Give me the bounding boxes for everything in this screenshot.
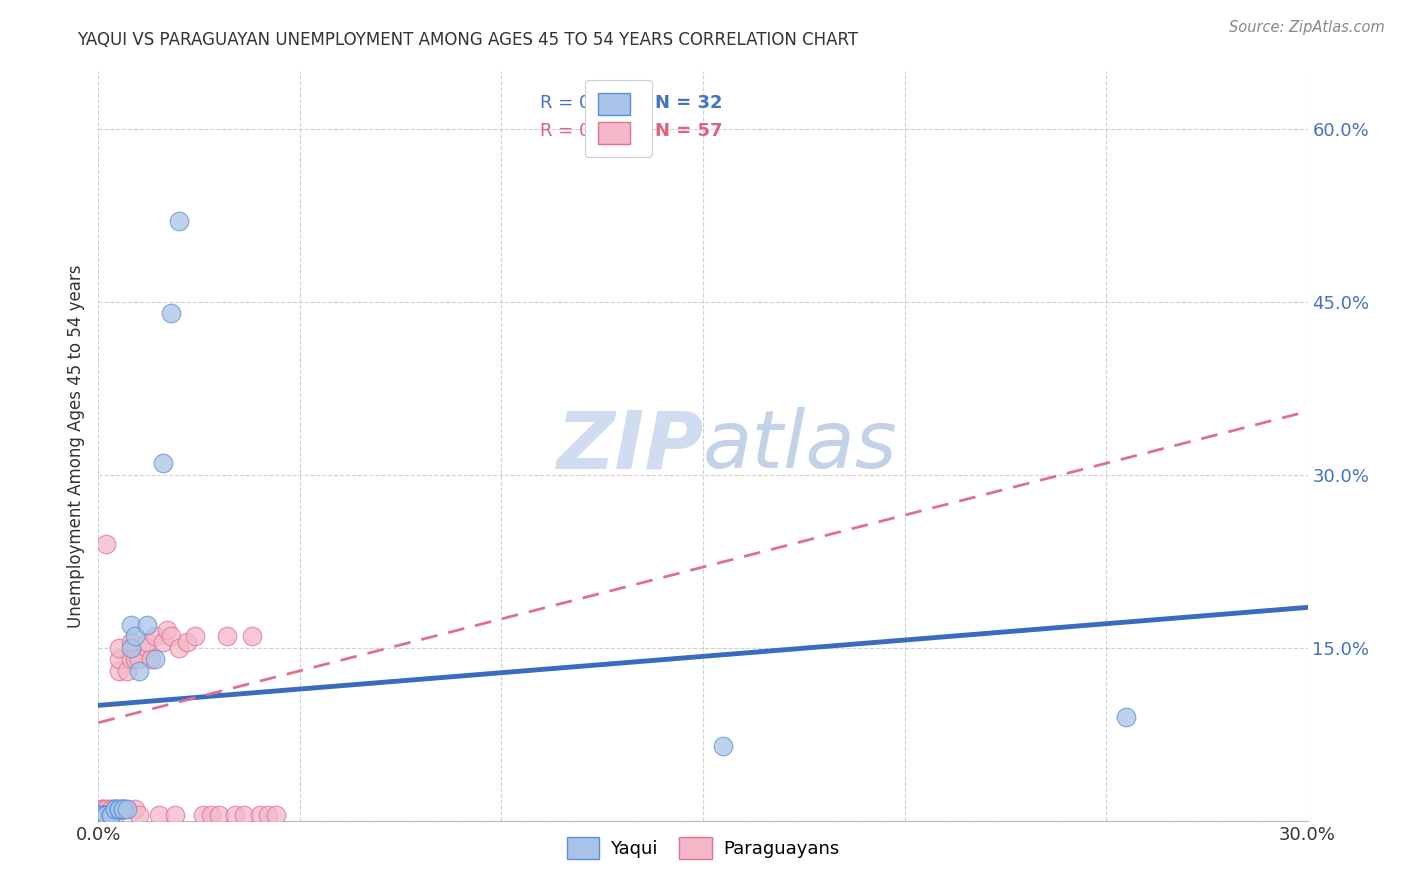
Point bbox=[103, 802, 125, 816]
Text: ZIP: ZIP bbox=[555, 407, 703, 485]
Point bbox=[120, 652, 142, 666]
Point bbox=[264, 808, 287, 822]
Point bbox=[87, 808, 110, 822]
Point bbox=[224, 808, 246, 822]
Point bbox=[115, 664, 138, 678]
Point bbox=[96, 808, 118, 822]
Point bbox=[100, 802, 122, 816]
Point bbox=[128, 652, 150, 666]
Point bbox=[91, 808, 114, 822]
Point bbox=[103, 808, 125, 822]
Point bbox=[100, 808, 122, 822]
Point bbox=[115, 802, 138, 816]
Point bbox=[139, 652, 162, 666]
Point bbox=[96, 808, 118, 822]
Point bbox=[167, 640, 190, 655]
Point bbox=[124, 802, 146, 816]
Text: Source: ZipAtlas.com: Source: ZipAtlas.com bbox=[1229, 20, 1385, 35]
Text: R = 0.109: R = 0.109 bbox=[540, 94, 630, 112]
Point bbox=[91, 808, 114, 822]
Point bbox=[100, 808, 122, 822]
Text: N = 32: N = 32 bbox=[655, 94, 723, 112]
Point bbox=[91, 808, 114, 822]
Point bbox=[232, 808, 254, 822]
Point bbox=[249, 808, 271, 822]
Point bbox=[135, 640, 157, 655]
Point bbox=[91, 808, 114, 822]
Point bbox=[107, 664, 129, 678]
Point bbox=[148, 808, 170, 822]
Point bbox=[111, 802, 134, 816]
Point bbox=[115, 802, 138, 816]
Point bbox=[120, 640, 142, 655]
Text: N = 57: N = 57 bbox=[655, 122, 723, 140]
Point bbox=[87, 808, 110, 822]
Point bbox=[96, 802, 118, 816]
Point bbox=[256, 808, 278, 822]
Point bbox=[103, 802, 125, 816]
Point bbox=[91, 808, 114, 822]
Point bbox=[193, 808, 215, 822]
Text: R = 0.415: R = 0.415 bbox=[540, 122, 630, 140]
Point bbox=[96, 808, 118, 822]
Point bbox=[100, 802, 122, 816]
Point bbox=[96, 537, 118, 551]
Point bbox=[111, 802, 134, 816]
Point bbox=[143, 652, 166, 666]
Point bbox=[1115, 710, 1137, 724]
Point bbox=[91, 802, 114, 816]
Point bbox=[124, 629, 146, 643]
Point bbox=[91, 808, 114, 822]
Point bbox=[160, 629, 183, 643]
Point bbox=[107, 802, 129, 816]
Point bbox=[91, 808, 114, 822]
Point bbox=[120, 617, 142, 632]
Legend: Yaqui, Paraguayans: Yaqui, Paraguayans bbox=[558, 828, 848, 868]
Point bbox=[103, 802, 125, 816]
Point bbox=[96, 808, 118, 822]
Point bbox=[96, 808, 118, 822]
Point bbox=[96, 802, 118, 816]
Point bbox=[184, 629, 207, 643]
Point bbox=[107, 802, 129, 816]
Point bbox=[152, 635, 174, 649]
Y-axis label: Unemployment Among Ages 45 to 54 years: Unemployment Among Ages 45 to 54 years bbox=[66, 264, 84, 628]
Point bbox=[176, 635, 198, 649]
Point bbox=[107, 802, 129, 816]
Point bbox=[103, 802, 125, 816]
Point bbox=[208, 808, 231, 822]
Point bbox=[100, 808, 122, 822]
Point bbox=[87, 808, 110, 822]
Point bbox=[87, 808, 110, 822]
Point bbox=[124, 652, 146, 666]
Point bbox=[91, 802, 114, 816]
Point bbox=[167, 214, 190, 228]
Point bbox=[217, 629, 239, 643]
Point bbox=[91, 802, 114, 816]
Point bbox=[152, 456, 174, 470]
Text: atlas: atlas bbox=[703, 407, 898, 485]
Point bbox=[163, 808, 186, 822]
Point bbox=[156, 624, 179, 638]
Point bbox=[200, 808, 222, 822]
Point bbox=[111, 802, 134, 816]
Point bbox=[100, 808, 122, 822]
Point bbox=[128, 664, 150, 678]
Point bbox=[87, 808, 110, 822]
Point bbox=[111, 802, 134, 816]
Point bbox=[711, 739, 734, 753]
Point bbox=[87, 808, 110, 822]
Text: YAQUI VS PARAGUAYAN UNEMPLOYMENT AMONG AGES 45 TO 54 YEARS CORRELATION CHART: YAQUI VS PARAGUAYAN UNEMPLOYMENT AMONG A… bbox=[77, 31, 859, 49]
Point bbox=[128, 808, 150, 822]
Point bbox=[143, 629, 166, 643]
Point bbox=[120, 635, 142, 649]
Point bbox=[135, 617, 157, 632]
Point bbox=[107, 640, 129, 655]
Point bbox=[87, 808, 110, 822]
Point bbox=[135, 635, 157, 649]
Point bbox=[87, 808, 110, 822]
Point bbox=[160, 306, 183, 320]
Point bbox=[107, 652, 129, 666]
Point bbox=[240, 629, 263, 643]
